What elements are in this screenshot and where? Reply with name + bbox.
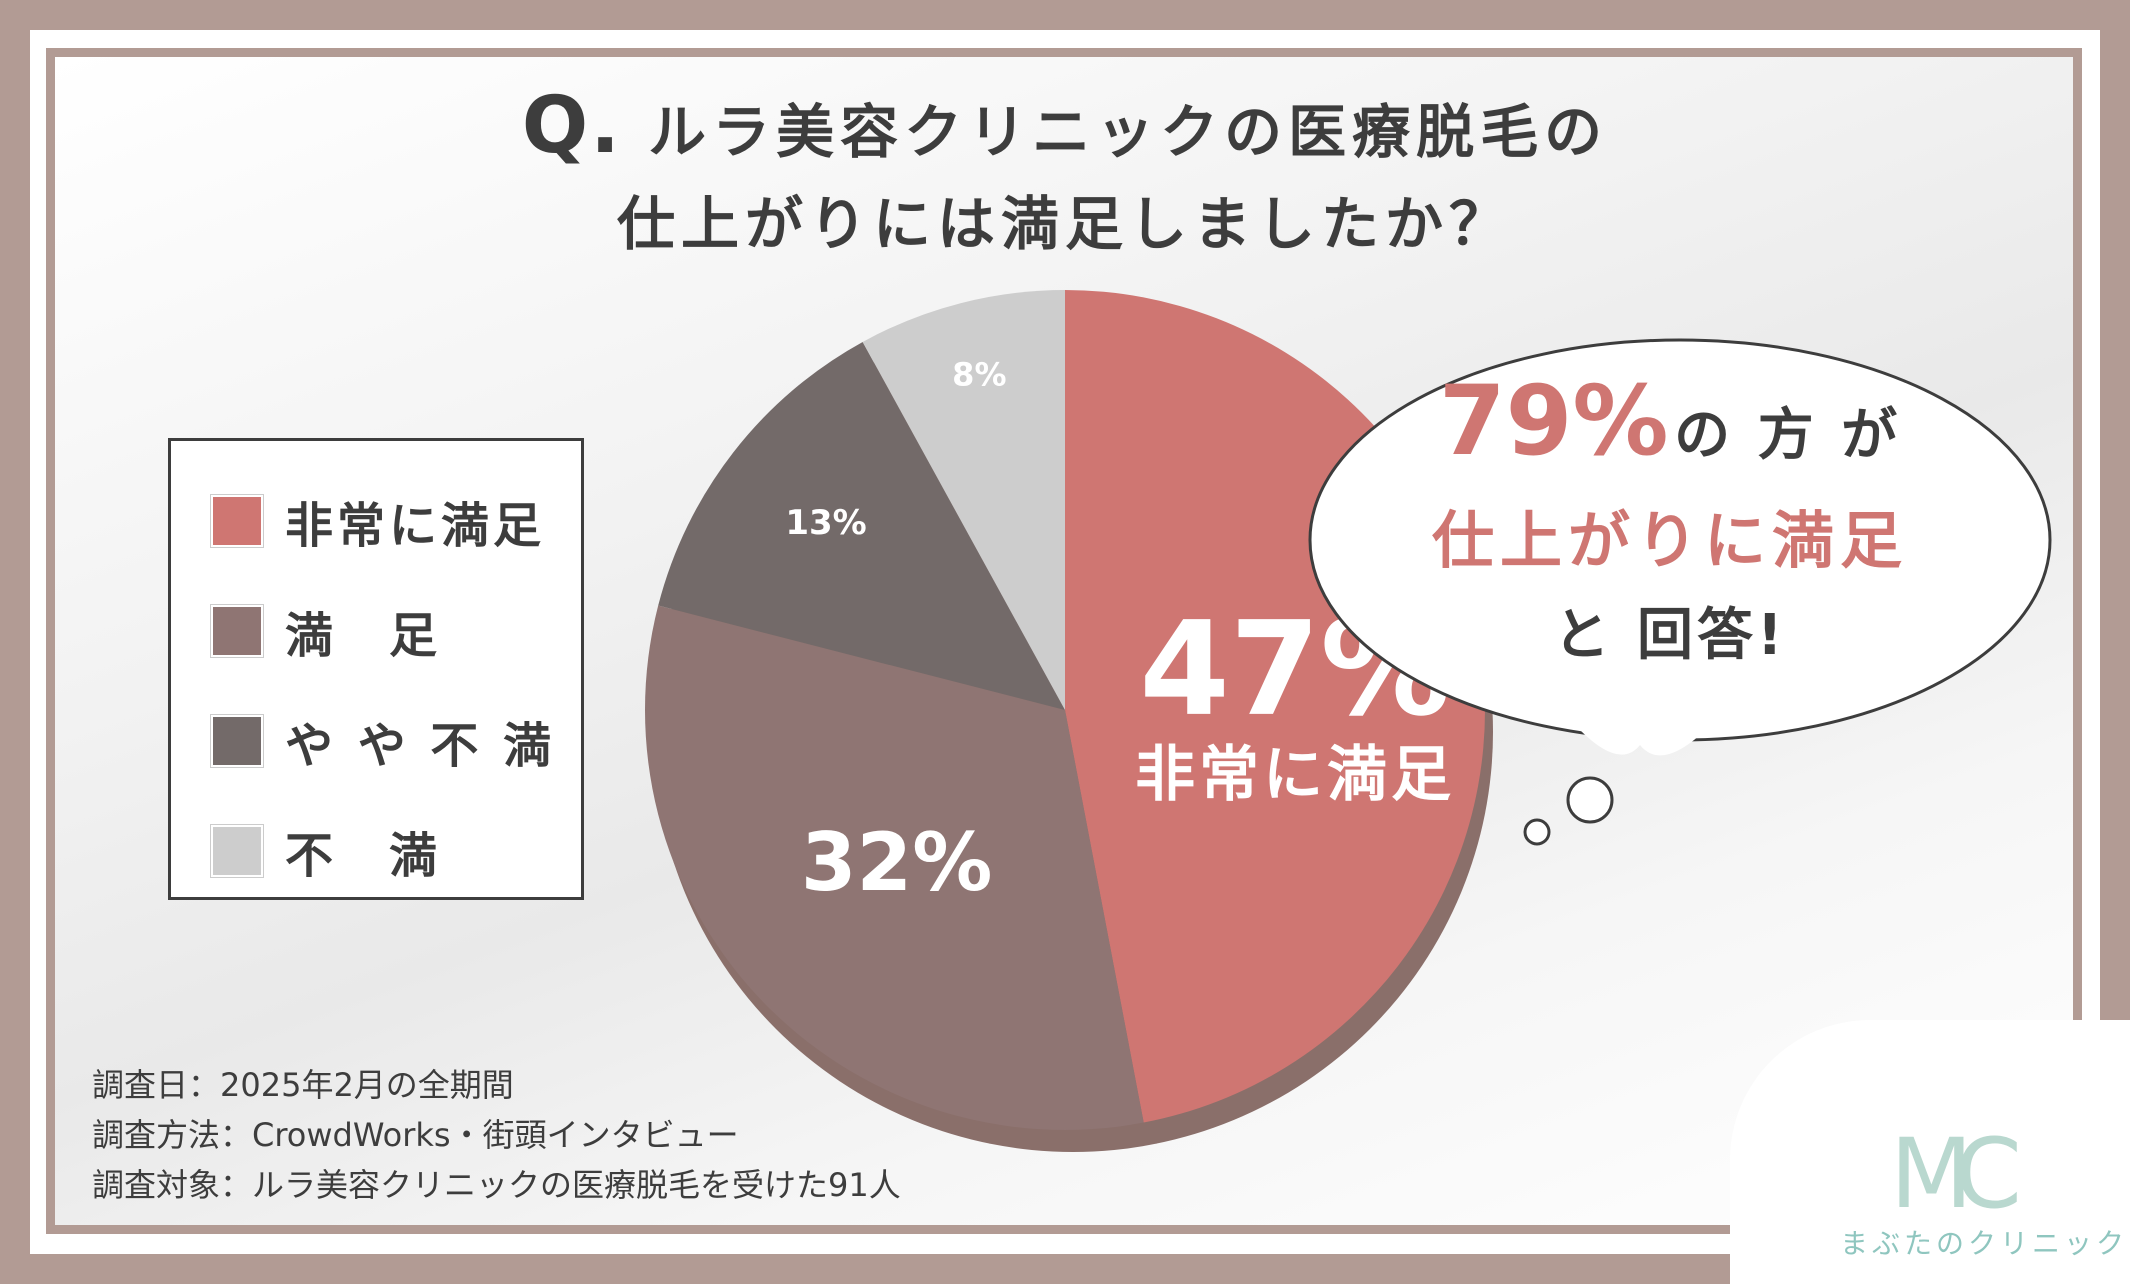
- legend-item: 満 足: [211, 601, 441, 664]
- callout-line2: 仕上がりに満足: [1431, 504, 1908, 577]
- page-title: Q. ルラ美容クリニックの医療脱毛の 仕上がりには満足しましたか？: [0, 80, 2130, 270]
- legend-label: 非常に満足: [285, 498, 546, 554]
- title-line2: 仕上がりには満足しましたか？: [616, 190, 1513, 258]
- callout-pct: 79%: [1438, 365, 1669, 477]
- callout-suffix: の 方 が: [1674, 403, 1902, 468]
- pie-slice: [658, 341, 1065, 710]
- survey-notes: 調査日：2025年2月の全期間 調査方法：CrowdWorks・街頭インタビュー…: [92, 1060, 901, 1210]
- legend-swatch: [211, 715, 263, 767]
- legend-swatch: [211, 495, 263, 547]
- note-line: 調査方法：CrowdWorks・街頭インタビュー: [92, 1116, 739, 1154]
- legend-label: や や 不 満: [285, 718, 556, 774]
- legend: 非常に満足 満 足 や や 不 満 不 満: [168, 438, 584, 900]
- callout-line3: と 回答!: [1553, 603, 1787, 668]
- legend-item: や や 不 満: [211, 711, 555, 774]
- pie-value-label: 32%: [801, 816, 992, 909]
- logo-mark: MC: [1890, 1118, 2022, 1230]
- pie-category-label: 非常に満足: [1135, 740, 1455, 810]
- callout-bubble: [1308, 338, 2052, 846]
- legend-item: 不 満: [211, 821, 441, 884]
- legend-label: 不 満: [285, 828, 442, 884]
- pie-slice: [862, 290, 1065, 710]
- logo-panel: [1730, 1020, 2130, 1284]
- legend-item: 非常に満足: [211, 491, 545, 554]
- legend-swatch: [211, 605, 263, 657]
- logo-name: まぶたのクリニック: [1840, 1227, 2129, 1260]
- callout-line1: 79% の 方 が: [1320, 365, 2020, 477]
- pie-slice: [644, 605, 1144, 1130]
- note-line: 調査対象：ルラ美容クリニックの医療脱毛を受けた91人: [92, 1166, 901, 1204]
- title-line1: ルラ美容クリニックの医療脱毛の: [648, 98, 1609, 166]
- note-line: 調査日：2025年2月の全期間: [92, 1066, 514, 1104]
- legend-label: 満 足: [285, 608, 442, 664]
- pie-value-label: 13%: [785, 503, 866, 543]
- title-q: Q.: [521, 81, 622, 171]
- pie-value-label: 8%: [952, 355, 1006, 393]
- legend-swatch: [211, 825, 263, 877]
